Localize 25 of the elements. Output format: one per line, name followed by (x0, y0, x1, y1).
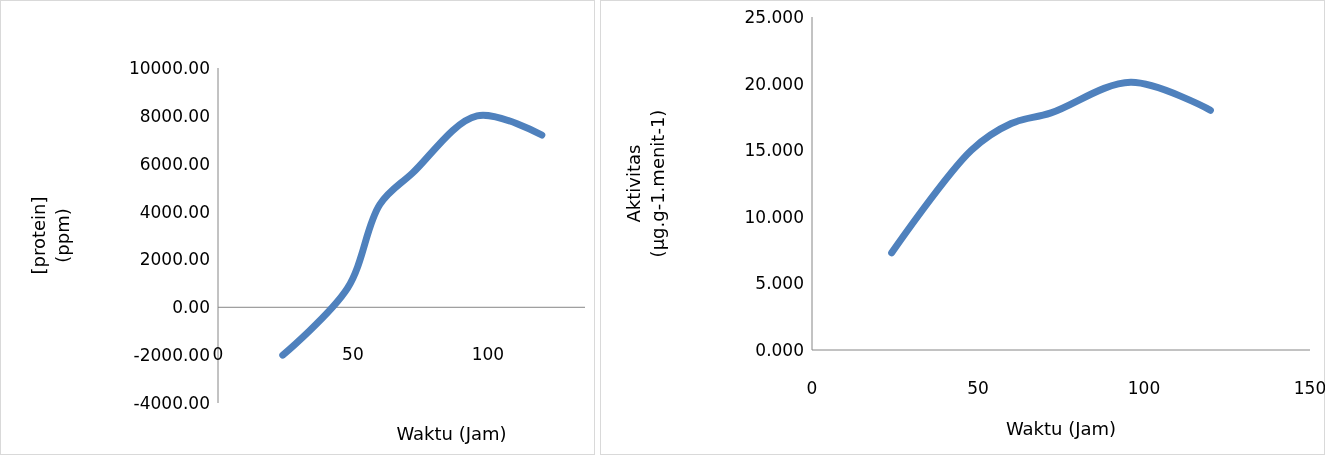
x-axis-title: Waktu (Jam) (1005, 418, 1117, 439)
x-axis-title: Waktu (Jam) (396, 423, 507, 444)
y-tick-label: 10000.00 (128, 57, 210, 78)
x-tick-label: 0 (212, 344, 224, 365)
x-tick-label: 100 (1127, 377, 1161, 398)
y-tick-label: 5.000 (755, 273, 804, 294)
y-tick-label: 4000.00 (139, 201, 210, 222)
x-tick-label: 150 (1293, 377, 1325, 398)
y-tick-label: 8000.00 (139, 105, 210, 126)
x-tick-label: 100 (471, 344, 505, 365)
x-tick-label: 0 (806, 377, 818, 398)
y-tick-label: 25.000 (744, 6, 804, 27)
y-tick-label: 6000.00 (139, 153, 210, 174)
y-tick-label: 0.000 (755, 339, 804, 360)
y-tick-label: 10.000 (744, 206, 804, 227)
y-tick-label: 2000.00 (139, 249, 210, 270)
y-axis-title: Aktivitas (µg.g-1.menit-1) (623, 109, 669, 258)
y-tick-label: -4000.00 (133, 392, 210, 413)
y-tick-label: 20.000 (744, 73, 804, 94)
y-axis-title: [protein] (ppm) (28, 196, 74, 275)
x-tick-label: 50 (967, 377, 989, 398)
y-tick-label: 0.00 (172, 297, 210, 318)
y-tick-label: -2000.00 (133, 345, 210, 366)
x-tick-label: 50 (342, 344, 364, 365)
y-tick-label: 15.000 (744, 140, 804, 161)
